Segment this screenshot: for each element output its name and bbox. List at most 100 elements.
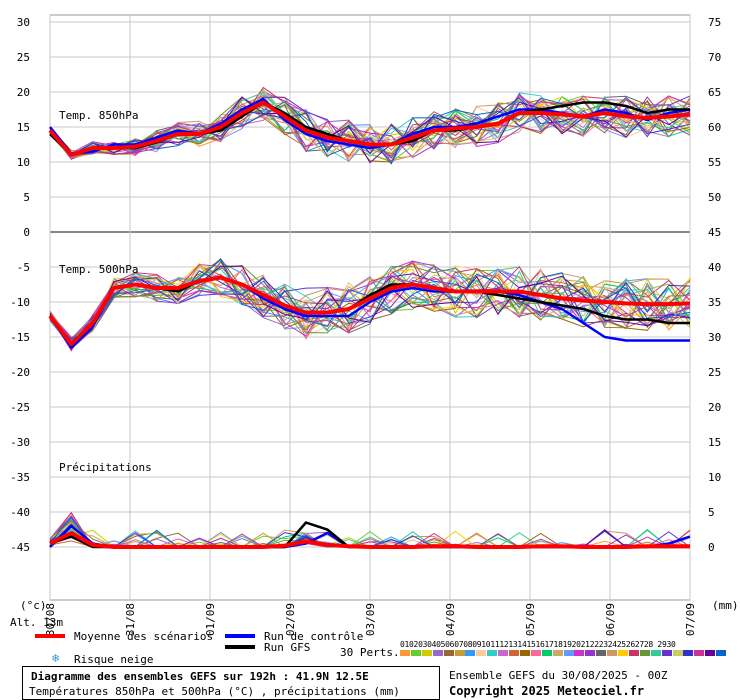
pert-850-line <box>49 98 691 163</box>
pert-500-line <box>49 261 691 352</box>
x-tick-label: 06/09 <box>604 603 617 636</box>
x-tick-label: 07/09 <box>684 603 697 636</box>
right-tick-label: 35 <box>708 296 721 309</box>
legend-gfs-line <box>225 645 255 649</box>
perturbation-swatch <box>432 650 443 656</box>
perturbation-swatch <box>519 650 530 656</box>
perturbation-swatch <box>498 650 509 656</box>
right-tick-label: 15 <box>708 436 721 449</box>
x-tick-label: 31/08 <box>124 603 137 636</box>
left-tick-label: -5 <box>17 261 30 274</box>
perturbation-swatch <box>443 650 454 656</box>
legend-gfs-label: Run GFS <box>264 641 311 654</box>
right-tick-label: 10 <box>708 471 721 484</box>
left-tick-label: 10 <box>17 156 30 169</box>
run-info: Ensemble GEFS du 30/08/2025 - 00Z <box>449 669 668 682</box>
left-axis-unit: (°c) <box>20 599 47 612</box>
panel-label-500: Temp. 500hPa <box>59 263 138 276</box>
left-tick-label: 20 <box>17 86 30 99</box>
snowflake-icon: ❄ <box>52 651 60 665</box>
perturbation-swatch <box>530 650 541 656</box>
left-tick-label: -10 <box>10 296 30 309</box>
perturbation-swatch <box>694 650 705 656</box>
left-tick-label: -25 <box>10 401 30 414</box>
right-tick-label: 20 <box>708 401 721 414</box>
axis-ticks: 302520151050-5-10-15-20-25-30-35-40-4575… <box>10 16 721 636</box>
x-tick-label: 03/09 <box>364 603 377 636</box>
right-tick-label: 25 <box>708 366 721 379</box>
chart-subtitle: Températures 850hPa et 500hPa (°C) , pré… <box>29 685 400 698</box>
legend-control-line <box>225 634 255 638</box>
perturbation-swatch <box>400 650 410 656</box>
right-tick-label: 5 <box>708 506 715 519</box>
pert-500-line <box>49 257 691 339</box>
perturbation-swatch <box>563 650 574 656</box>
perturbation-swatch <box>716 650 727 656</box>
perturbation-swatch <box>705 650 716 656</box>
series-line <box>48 100 691 157</box>
perturbation-swatch <box>596 650 607 656</box>
pert-500-line <box>49 260 691 342</box>
x-tick-label: 01/09 <box>204 603 217 636</box>
perturbation-swatch <box>672 650 683 656</box>
right-tick-label: 0 <box>708 541 715 554</box>
perturbation-swatch <box>410 650 421 656</box>
legend-mean-label: Moyenne des scénarios <box>74 630 214 643</box>
perturbation-swatch <box>574 650 585 656</box>
perturbation-swatch <box>476 650 487 656</box>
legend-mean-line <box>35 634 65 638</box>
left-tick-label: -45 <box>10 541 30 554</box>
left-tick-label: -30 <box>10 436 30 449</box>
perturbation-swatch <box>628 650 639 656</box>
left-tick-label: 5 <box>23 191 30 204</box>
perturbation-swatch <box>552 650 563 656</box>
series-line <box>49 531 690 549</box>
right-tick-label: 45 <box>708 226 721 239</box>
perturbation-numbers: 0102030405060708091011121314151617181920… <box>400 640 676 649</box>
left-tick-label: -20 <box>10 366 30 379</box>
title-box: Diagramme des ensembles GEFS sur 192h : … <box>22 666 440 700</box>
perturbations-label: 30 Perts. <box>340 646 400 659</box>
right-tick-label: 30 <box>708 331 721 344</box>
left-tick-label: 30 <box>17 16 30 29</box>
left-tick-label: -35 <box>10 471 30 484</box>
x-tick-label: 04/09 <box>444 603 457 636</box>
perturbation-swatch <box>541 650 552 656</box>
perturbation-swatch <box>585 650 596 656</box>
perturbation-swatch <box>683 650 694 656</box>
perturbation-swatch <box>661 650 672 656</box>
pert-850-line <box>49 92 691 160</box>
perturbation-swatch <box>487 650 498 656</box>
copyright: Copyright 2025 Meteociel.fr <box>449 684 645 698</box>
perturbation-swatch <box>465 650 476 656</box>
series-line <box>48 275 691 346</box>
pert-500-line <box>49 264 691 340</box>
perturbation-swatch <box>650 650 661 656</box>
perturbation-swatch <box>639 650 650 656</box>
pert-850-line <box>49 96 691 156</box>
perturbation-swatch <box>618 650 628 656</box>
main-lines <box>48 97 691 549</box>
x-tick-label: 30/08 <box>44 603 57 636</box>
right-tick-label: 70 <box>708 51 721 64</box>
pert-850-line <box>49 94 691 163</box>
right-axis-unit: (mm) <box>712 599 739 612</box>
panel-label-850: Temp. 850hPa <box>59 109 138 122</box>
altitude-label: Alt. 13m <box>10 616 63 629</box>
legend-snow-label: Risque neige <box>74 653 154 666</box>
x-tick-label: 02/09 <box>284 603 297 636</box>
left-tick-label: -15 <box>10 331 30 344</box>
left-tick-label: 0 <box>23 226 30 239</box>
perturbation-swatch <box>421 650 432 656</box>
left-tick-label: -40 <box>10 506 30 519</box>
panel-label-precip: Précipitations <box>59 461 152 474</box>
perturbation-swatch <box>509 650 519 656</box>
pert-850-line <box>49 96 691 157</box>
right-tick-label: 60 <box>708 121 721 134</box>
right-tick-label: 40 <box>708 261 721 274</box>
legend-control-label: Run de contrôle <box>264 630 364 643</box>
perturbation-swatch <box>454 650 465 656</box>
right-tick-label: 55 <box>708 156 721 169</box>
right-tick-label: 50 <box>708 191 721 204</box>
